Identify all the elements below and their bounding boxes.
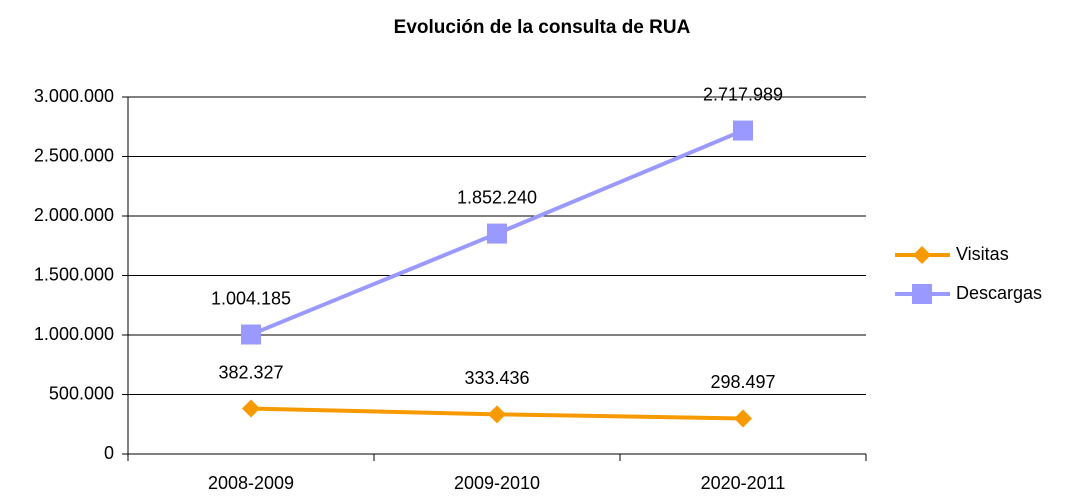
data-label: 1.004.185 (211, 288, 291, 308)
data-label: 333.436 (464, 368, 529, 388)
marker (488, 405, 506, 424)
y-tick-label: 0 (104, 443, 114, 463)
y-tick-label: 500.000 (49, 383, 114, 403)
legend-label: Descargas (956, 283, 1042, 303)
x-tick-label: 2009-2010 (454, 473, 540, 493)
marker (733, 120, 753, 141)
data-label: 298.497 (710, 372, 775, 392)
legend-label: Visitas (956, 244, 1009, 264)
y-tick-label: 2.500.000 (34, 145, 114, 165)
y-tick-label: 1.000.000 (34, 324, 114, 344)
x-tick-label: 2008-2009 (208, 473, 294, 493)
y-tick-label: 1.500.000 (34, 264, 114, 284)
chart-title: Evolución de la consulta de RUA (394, 17, 691, 38)
data-label: 2.717.989 (703, 84, 783, 104)
x-tick-label: 2020-2011 (701, 473, 786, 493)
marker (912, 284, 932, 304)
y-tick-label: 2.000.000 (34, 205, 114, 225)
y-tick-label: 3.000.000 (34, 86, 114, 106)
marker (734, 409, 752, 428)
data-label: 1.852.240 (457, 187, 537, 207)
marker (241, 324, 261, 345)
marker (487, 223, 507, 244)
marker (913, 246, 931, 264)
data-label: 382.327 (218, 362, 283, 382)
marker (242, 399, 260, 418)
